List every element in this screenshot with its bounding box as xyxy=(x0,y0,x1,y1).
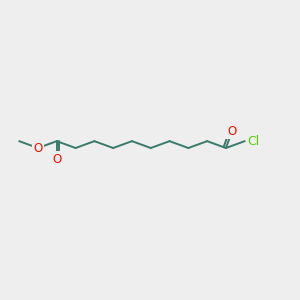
Text: Cl: Cl xyxy=(248,135,260,148)
Text: O: O xyxy=(33,142,43,154)
Text: O: O xyxy=(227,124,236,137)
Text: O: O xyxy=(52,153,62,166)
